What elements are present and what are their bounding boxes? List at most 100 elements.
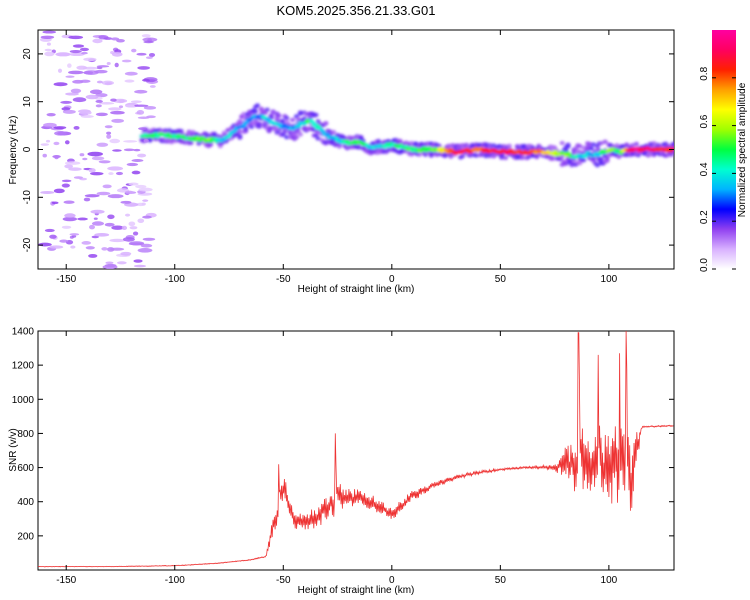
- noise-cell: [134, 89, 148, 94]
- noise-cell: [124, 71, 138, 76]
- spectrogram-x-label: Height of straight line (km): [298, 284, 415, 295]
- halo-cell: [577, 143, 583, 149]
- halo-cell: [670, 141, 674, 147]
- noise-cell: [121, 59, 132, 63]
- colorbar-tick-label: 0.4: [699, 162, 710, 176]
- noise-cell: [79, 79, 91, 83]
- halo-cell: [598, 156, 604, 161]
- noise-cell: [61, 179, 72, 183]
- noise-cell: [143, 106, 157, 110]
- snr-panel: -150 -100 -50 0 50 100 200 400 600 800 1000 1200 14…: [8, 327, 675, 596]
- noise-cell: [44, 228, 55, 233]
- halo-cell: [231, 123, 237, 128]
- halo-cell: [375, 138, 382, 144]
- halo-cell: [262, 110, 268, 116]
- noise-cell: [79, 47, 89, 52]
- noise-cell: [95, 93, 108, 98]
- noise-cell: [60, 100, 73, 104]
- halo-cell: [243, 128, 249, 133]
- noise-cell: [65, 92, 79, 96]
- ridge-cell: [325, 132, 330, 136]
- halo-cell: [657, 143, 663, 149]
- halo-cell: [506, 143, 513, 148]
- snr-y-label: SNR (v/v): [8, 428, 19, 471]
- halo-cell: [487, 144, 493, 149]
- noise-cell: [44, 48, 52, 52]
- noise-cell: [96, 142, 109, 147]
- noise-cell: [149, 85, 156, 88]
- noise-cell: [106, 61, 111, 65]
- noise-cell: [54, 131, 67, 136]
- halo-cell: [252, 109, 259, 114]
- noise-cell: [138, 187, 153, 192]
- noise-cell: [142, 215, 152, 219]
- noise-cell: [106, 131, 112, 135]
- x-tick-label: 0: [389, 274, 395, 285]
- ridge-cell: [296, 124, 302, 128]
- colorbar-tick-label: 0.2: [699, 210, 710, 224]
- spectrogram-y-label: Frequency (Hz): [8, 116, 19, 185]
- noise-cell: [148, 52, 156, 57]
- x-tick-label: -150: [56, 575, 76, 586]
- halo-cell: [297, 111, 304, 116]
- halo-cell: [204, 132, 210, 137]
- noise-cell: [40, 143, 50, 146]
- halo-cell: [397, 138, 403, 144]
- halo-cell: [633, 141, 640, 147]
- halo-cell: [549, 156, 556, 162]
- noise-cell: [125, 104, 135, 108]
- halo-cell: [237, 129, 243, 134]
- halo-cell: [446, 143, 452, 149]
- noise-cell: [105, 261, 114, 265]
- noise-cell: [111, 225, 124, 230]
- noise-cell: [38, 242, 52, 247]
- noise-cell: [108, 107, 122, 111]
- noise-cell: [96, 80, 103, 84]
- noise-cell: [49, 234, 57, 239]
- noise-cell: [123, 140, 138, 143]
- noise-cell: [111, 118, 124, 123]
- noise-cell: [107, 166, 124, 171]
- snr-x-label: Height of straight line (km): [298, 585, 415, 596]
- noise-cell: [106, 134, 112, 139]
- noise-cell: [88, 253, 98, 258]
- halo-cell: [305, 127, 311, 132]
- noise-cell: [120, 251, 132, 256]
- noise-cell: [72, 44, 85, 48]
- halo-cell: [598, 140, 604, 146]
- noise-cell: [136, 52, 147, 56]
- noise-cell: [129, 226, 138, 230]
- noise-cell: [68, 35, 84, 40]
- halo-cell: [323, 140, 329, 145]
- noise-cell: [83, 197, 91, 202]
- halo-cell: [211, 131, 218, 136]
- noise-cell: [62, 109, 76, 114]
- noise-cell: [43, 122, 57, 128]
- noise-cell: [90, 89, 103, 95]
- noise-cell: [68, 70, 84, 75]
- halo-cell: [356, 145, 362, 150]
- noise-cell: [137, 153, 147, 158]
- halo-cell: [491, 143, 497, 148]
- noise-cell: [125, 213, 131, 217]
- noise-cell: [140, 243, 153, 248]
- noise-cell: [138, 127, 148, 131]
- y-tick-label: 0: [22, 146, 33, 152]
- noise-cell: [91, 235, 99, 239]
- y-tick-label: 200: [17, 531, 34, 542]
- noise-cell: [95, 112, 108, 117]
- ridge-cell: [226, 134, 232, 139]
- halo-cell: [207, 142, 214, 148]
- noise-cell: [53, 126, 67, 130]
- noise-cell: [65, 75, 75, 78]
- noise-cell: [80, 115, 94, 118]
- x-tick-label: -150: [56, 274, 76, 285]
- halo-cell: [586, 141, 593, 147]
- noise-cell: [88, 168, 96, 173]
- halo-cell: [565, 144, 571, 149]
- noise-cell: [54, 155, 59, 160]
- noise-cell: [70, 88, 82, 94]
- noise-cell: [120, 200, 132, 204]
- noise-cell: [116, 261, 127, 265]
- halo-cell: [241, 111, 247, 117]
